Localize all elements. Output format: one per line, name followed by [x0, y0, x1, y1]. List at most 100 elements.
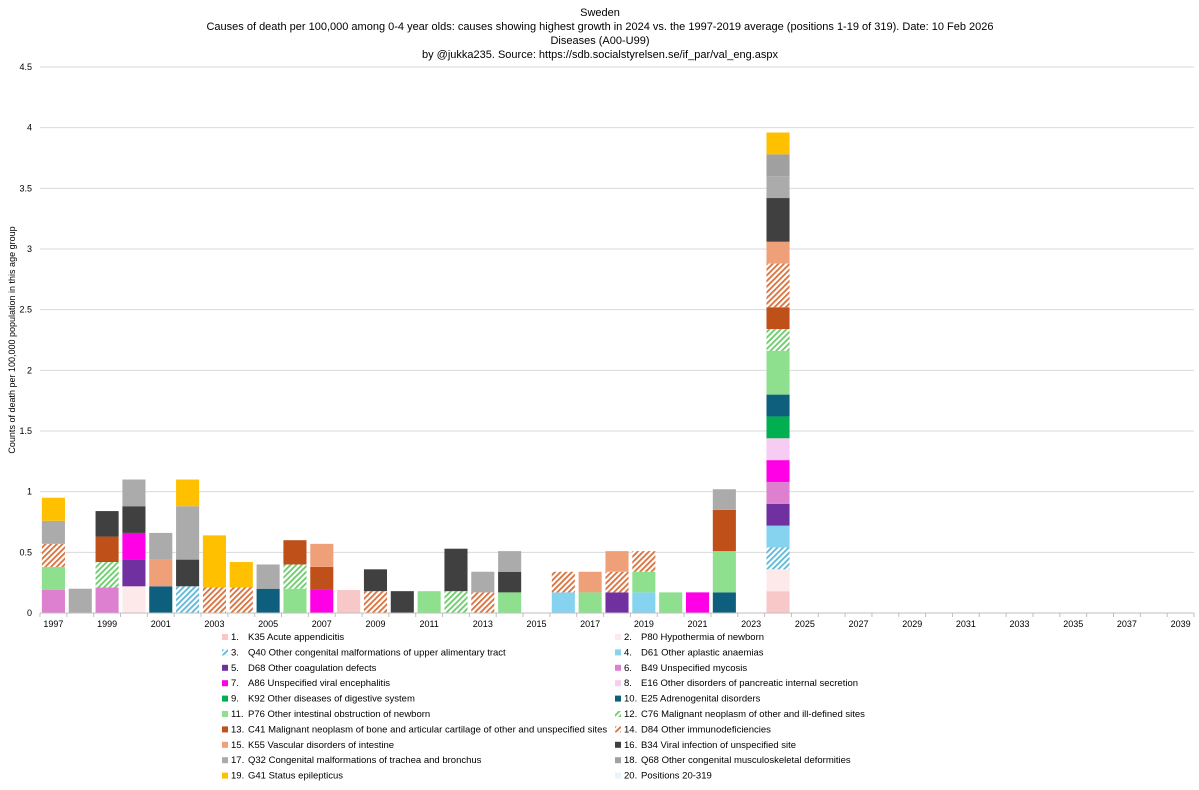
grid: [40, 66, 1194, 553]
legend-swatch: [615, 711, 621, 717]
bar-segment: [310, 566, 334, 590]
bar-segment: [659, 592, 683, 613]
legend-number: 17.: [231, 755, 244, 766]
bar-segment: [766, 525, 790, 548]
legend-number: 15.: [231, 740, 244, 751]
x-tick-label: 2005: [258, 619, 278, 629]
bar-segment: [41, 589, 65, 613]
bar-segment: [712, 551, 736, 593]
legend-number: 2.: [624, 632, 632, 643]
legend-number: 6.: [624, 663, 632, 674]
x-tick-label: 2003: [204, 619, 224, 629]
bar-segment: [498, 551, 522, 572]
bar-segment: [471, 592, 495, 613]
x-tick-label: 2007: [312, 619, 332, 629]
legend-number: 3.: [231, 647, 239, 658]
chart-subtitle-line-3: by @jukka235. Source: https://sdb.social…: [422, 49, 779, 61]
legend-label: C76 Malignant neoplasm of other and ill-…: [641, 709, 865, 720]
bar-segment: [766, 329, 790, 351]
x-tick-label: 2019: [634, 619, 654, 629]
bar-segment: [95, 587, 119, 613]
bar-segment: [68, 588, 92, 613]
x-tick-label: 1997: [43, 619, 63, 629]
chart-title: Sweden: [580, 7, 620, 19]
x-tick-label: 2013: [473, 619, 493, 629]
legend-number: 10.: [624, 694, 637, 705]
legend-number: 4.: [624, 647, 632, 658]
y-tick-label: 4.5: [19, 62, 32, 72]
bar-segment: [766, 416, 790, 439]
legend-swatch: [615, 757, 621, 764]
bar-segment: [444, 591, 468, 613]
bar-segment: [766, 307, 790, 330]
bar-segment: [202, 587, 226, 613]
legend-label: K92 Other diseases of digestive system: [248, 694, 415, 705]
bar-segment: [766, 350, 790, 395]
legend-swatch: [222, 695, 228, 702]
y-tick-label: 2: [27, 365, 32, 375]
bar-segment: [256, 564, 280, 589]
bar-segment: [632, 592, 656, 613]
bar-segment: [712, 592, 736, 613]
bar-segment: [605, 551, 629, 572]
legend-number: 9.: [231, 694, 239, 705]
legend: 1. K35 Acute appendicitis 2. P80 Hypothermi…: [222, 632, 865, 782]
legend-label: P76 Other intestinal obstruction of newb…: [248, 709, 430, 720]
y-tick-label: 1: [27, 487, 32, 497]
x-tick-label: 2037: [1117, 619, 1137, 629]
y-axis-label: Counts of death per 100,000 population i…: [7, 226, 17, 453]
x-tick-label: 2017: [580, 619, 600, 629]
bar-segment: [766, 176, 790, 199]
bar-segment: [149, 586, 173, 613]
bar-segment: [283, 564, 307, 589]
bar-segment: [766, 547, 790, 570]
bar-segment: [41, 520, 65, 544]
bar-segment: [176, 586, 200, 613]
bar-segment: [283, 540, 307, 565]
bar-segment: [685, 592, 710, 613]
legend-number: 19.: [231, 771, 244, 782]
legend-swatch: [615, 680, 621, 687]
bar-segment: [176, 506, 200, 560]
bar-segment: [471, 571, 495, 593]
legend-number: 11.: [231, 709, 244, 720]
bar-segment: [605, 592, 629, 613]
bar-segment: [95, 511, 119, 537]
x-tick-label: 2025: [795, 619, 815, 629]
bar-segment: [578, 592, 602, 613]
legend-swatch: [222, 711, 228, 717]
legend-swatch: [615, 695, 621, 702]
bar-segment: [766, 198, 790, 242]
bar-segment: [551, 571, 575, 593]
x-tick-label: 2009: [365, 619, 385, 629]
bar-segment: [202, 535, 226, 588]
legend-swatch: [615, 741, 621, 748]
legend-label: K55 Vascular disorders of intestine: [248, 740, 394, 751]
bar-segment: [176, 479, 200, 507]
legend-label: C41 Malignant neoplasm of bone and artic…: [248, 724, 607, 735]
bar-segment: [95, 562, 119, 588]
bar-segment: [498, 592, 522, 613]
legend-swatch: [222, 772, 228, 779]
x-tick-label: 2027: [849, 619, 869, 629]
x-tick-label: 2015: [526, 619, 546, 629]
bar-segment: [229, 587, 253, 613]
legend-label: B49 Unspecified mycosis: [641, 663, 747, 674]
legend-number: 7.: [231, 678, 239, 689]
bar-segment: [417, 591, 441, 613]
bar-segment: [176, 559, 200, 587]
bar-segment: [766, 394, 790, 417]
axes: 0 0.5 1 1.5 2 2.5 3 3.5 4 4.5 1997 1999 2001 2003 2005…: [19, 62, 1195, 629]
bar-segment: [41, 497, 65, 521]
x-tick-label: 2011: [419, 619, 438, 629]
bar-segment: [766, 154, 790, 177]
bar-segment: [310, 543, 334, 567]
legend-label: E25 Adrenogenital disorders: [641, 694, 761, 705]
chart-title-block: Sweden Causes of death per 100,000 among…: [206, 7, 993, 61]
bar-segment: [578, 571, 602, 593]
legend-number: 20.: [624, 771, 637, 782]
y-tick-label: 2.5: [19, 305, 32, 315]
chart-subtitle-line-2: Diseases (A00-U99): [550, 35, 649, 47]
bar-segment: [256, 588, 280, 613]
legend-swatch: [615, 772, 621, 779]
